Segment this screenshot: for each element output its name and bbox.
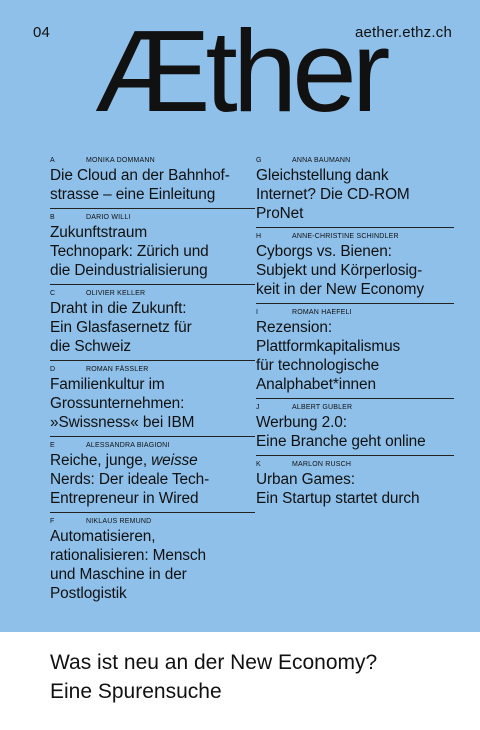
entry-letter: H bbox=[256, 233, 262, 240]
entry-letter: B bbox=[50, 214, 55, 221]
entry-letter: G bbox=[256, 157, 262, 164]
entry-title-line: Subjekt und Körperlosig- bbox=[256, 262, 423, 279]
contents-entry: F NIKLAUS REMUND Automatisieren, rational… bbox=[50, 513, 255, 607]
entry-title-line: ProNet bbox=[256, 205, 304, 222]
entry-title-line: Internet? Die CD-ROM bbox=[256, 186, 410, 203]
entry-meta: D ROMAN FÄSSLER bbox=[50, 361, 255, 375]
entry-title-emphasis: weisse bbox=[151, 452, 198, 469]
entry-title-line: Zukunftstraum bbox=[50, 224, 148, 241]
entry-meta: E ALESSANDRA BIAGIONI bbox=[50, 437, 255, 451]
entry-title-line: und Maschine in der bbox=[50, 566, 187, 583]
entry-title: Werbung 2.0: Eine Branche geht online bbox=[256, 413, 454, 451]
contents-entry: D ROMAN FÄSSLER Familienkultur im Grossun… bbox=[50, 361, 255, 437]
contents-entry: E ALESSANDRA BIAGIONI Reiche, junge, weis… bbox=[50, 437, 255, 513]
entry-title-line: Rezension: bbox=[256, 319, 332, 336]
entry-title: Familienkultur im Grossunternehmen: »Swi… bbox=[50, 375, 255, 432]
entry-title-line: für technologische bbox=[256, 357, 380, 374]
entry-title-line: Urban Games: bbox=[256, 471, 355, 488]
entry-letter: C bbox=[50, 290, 56, 297]
contents-entry: K MARLON RUSCH Urban Games: Ein Startup s… bbox=[256, 456, 454, 512]
entry-title-line: Nerds: Der ideale Tech- bbox=[50, 471, 210, 488]
subtitle-line: Was ist neu an der New Economy? bbox=[50, 651, 378, 674]
entry-title-line: Entrepreneur in Wired bbox=[50, 490, 199, 507]
contents-entry: G ANNA BAUMANN Gleichstellung dank Intern… bbox=[256, 152, 454, 228]
entry-title-line: die Schweiz bbox=[50, 338, 132, 355]
entry-meta: K MARLON RUSCH bbox=[256, 456, 454, 470]
subtitle-line: Eine Spurensuche bbox=[50, 680, 222, 703]
entry-author: ANNA BAUMANN bbox=[292, 157, 351, 164]
entry-letter: D bbox=[50, 366, 56, 373]
entry-author: ALBERT GUBLER bbox=[292, 404, 353, 411]
entry-author: OLIVIER KELLER bbox=[86, 290, 146, 297]
issue-number: 04 bbox=[33, 24, 51, 41]
entry-title: Cyborgs vs. Bienen: Subjekt und Körperlo… bbox=[256, 242, 454, 299]
entry-meta: J ALBERT GUBLER bbox=[256, 399, 454, 413]
entry-title-line: Die Cloud an der Bahnhof- bbox=[50, 167, 230, 184]
entry-title-line: Gleichstellung dank bbox=[256, 167, 389, 184]
entry-title: Zukunftstraum Technopark: Zürich und die… bbox=[50, 223, 255, 280]
contents-entry: I ROMAN HAEFELI Rezension: Plattformkapit… bbox=[256, 304, 454, 399]
contents-entry: J ALBERT GUBLER Werbung 2.0: Eine Branche… bbox=[256, 399, 454, 456]
entry-letter: A bbox=[50, 157, 55, 164]
journal-logo: Æther bbox=[94, 6, 391, 136]
website-url[interactable]: aether.ethz.ch bbox=[354, 24, 452, 41]
entry-letter: E bbox=[50, 442, 55, 449]
entry-author: MARLON RUSCH bbox=[292, 461, 352, 468]
entry-letter: J bbox=[256, 404, 260, 411]
entry-title-line: Grossunternehmen: bbox=[50, 395, 185, 412]
entry-meta: F NIKLAUS REMUND bbox=[50, 513, 255, 527]
entry-author: ANNE-CHRISTINE SCHINDLER bbox=[292, 233, 399, 240]
entry-author: DARIO WILLI bbox=[86, 214, 131, 221]
entry-title-line: Postlogistik bbox=[50, 585, 127, 602]
entry-letter: K bbox=[256, 461, 261, 468]
entry-title-line: strasse – eine Einleitung bbox=[50, 186, 216, 203]
entry-title-text: Reiche, junge, bbox=[50, 452, 152, 469]
entry-title-line: die Deindustrialisierung bbox=[50, 262, 208, 279]
entry-title-line: Ein Startup startet durch bbox=[256, 490, 420, 507]
entry-meta: B DARIO WILLI bbox=[50, 209, 255, 223]
entry-meta: G ANNA BAUMANN bbox=[256, 152, 454, 166]
entry-title: Draht in die Zukunft: Ein Glasfasernetz … bbox=[50, 299, 255, 356]
entry-title-line: keit in der New Economy bbox=[256, 281, 424, 298]
entry-title-line: Automatisieren, bbox=[50, 528, 156, 545]
entry-title-line: Draht in die Zukunft: bbox=[50, 300, 187, 317]
entry-meta: H ANNE-CHRISTINE SCHINDLER bbox=[256, 228, 454, 242]
contents-column-left: A MONIKA DOMMANN Die Cloud an der Bahnhof… bbox=[50, 152, 255, 607]
entry-title-line: rationalisieren: Mensch bbox=[50, 547, 206, 564]
entry-title-line: Analphabet*innen bbox=[256, 376, 376, 393]
entry-title-line: Eine Branche geht online bbox=[256, 433, 426, 450]
entry-author: NIKLAUS REMUND bbox=[86, 518, 152, 525]
entry-title-line: »Swissness« bei IBM bbox=[50, 414, 195, 431]
entry-author: ROMAN FÄSSLER bbox=[86, 366, 149, 373]
entry-title: Gleichstellung dank Internet? Die CD-ROM… bbox=[256, 166, 454, 223]
entry-meta: C OLIVIER KELLER bbox=[50, 285, 255, 299]
contents-entry: A MONIKA DOMMANN Die Cloud an der Bahnhof… bbox=[50, 152, 255, 209]
entry-letter: I bbox=[256, 309, 259, 316]
entry-title: Rezension: Plattformkapitalismus für tec… bbox=[256, 318, 454, 394]
contents-entry: B DARIO WILLI Zukunftstraum Technopark: Z… bbox=[50, 209, 255, 285]
entry-title-line: Ein Glasfasernetz für bbox=[50, 319, 192, 336]
entry-title-line: Reiche, junge, weisse bbox=[50, 451, 255, 470]
entry-title-line: Plattformkapitalismus bbox=[256, 338, 401, 355]
entry-title: Die Cloud an der Bahnhof- strasse – eine… bbox=[50, 166, 255, 204]
entry-title-line: Werbung 2.0: bbox=[256, 414, 347, 431]
entry-title: Automatisieren, rationalisieren: Mensch … bbox=[50, 527, 255, 603]
entry-author: ROMAN HAEFELI bbox=[292, 309, 352, 316]
contents-entry: H ANNE-CHRISTINE SCHINDLER Cyborgs vs. Bi… bbox=[256, 228, 454, 304]
contents-entry: C OLIVIER KELLER Draht in die Zukunft: Ei… bbox=[50, 285, 255, 361]
entry-title: Reiche, junge, weisse Nerds: Der ideale … bbox=[50, 451, 255, 508]
entry-title-line: Cyborgs vs. Bienen: bbox=[256, 243, 392, 260]
cover-panel: 04 aether.ethz.ch Æther A MONIKA DOMMANN … bbox=[0, 0, 480, 632]
entry-title: Urban Games: Ein Startup startet durch bbox=[256, 470, 454, 508]
entry-letter: F bbox=[50, 518, 55, 525]
entry-author: ALESSANDRA BIAGIONI bbox=[86, 442, 170, 449]
entry-meta: I ROMAN HAEFELI bbox=[256, 304, 454, 318]
entry-author: MONIKA DOMMANN bbox=[86, 157, 155, 164]
issue-subtitle: Was ist neu an der New Economy? Eine Spu… bbox=[50, 648, 470, 706]
contents-column-right: G ANNA BAUMANN Gleichstellung dank Intern… bbox=[256, 152, 454, 512]
entry-title-line: Technopark: Zürich und bbox=[50, 243, 209, 260]
entry-title-line: Familienkultur im bbox=[50, 376, 165, 393]
entry-meta: A MONIKA DOMMANN bbox=[50, 152, 255, 166]
